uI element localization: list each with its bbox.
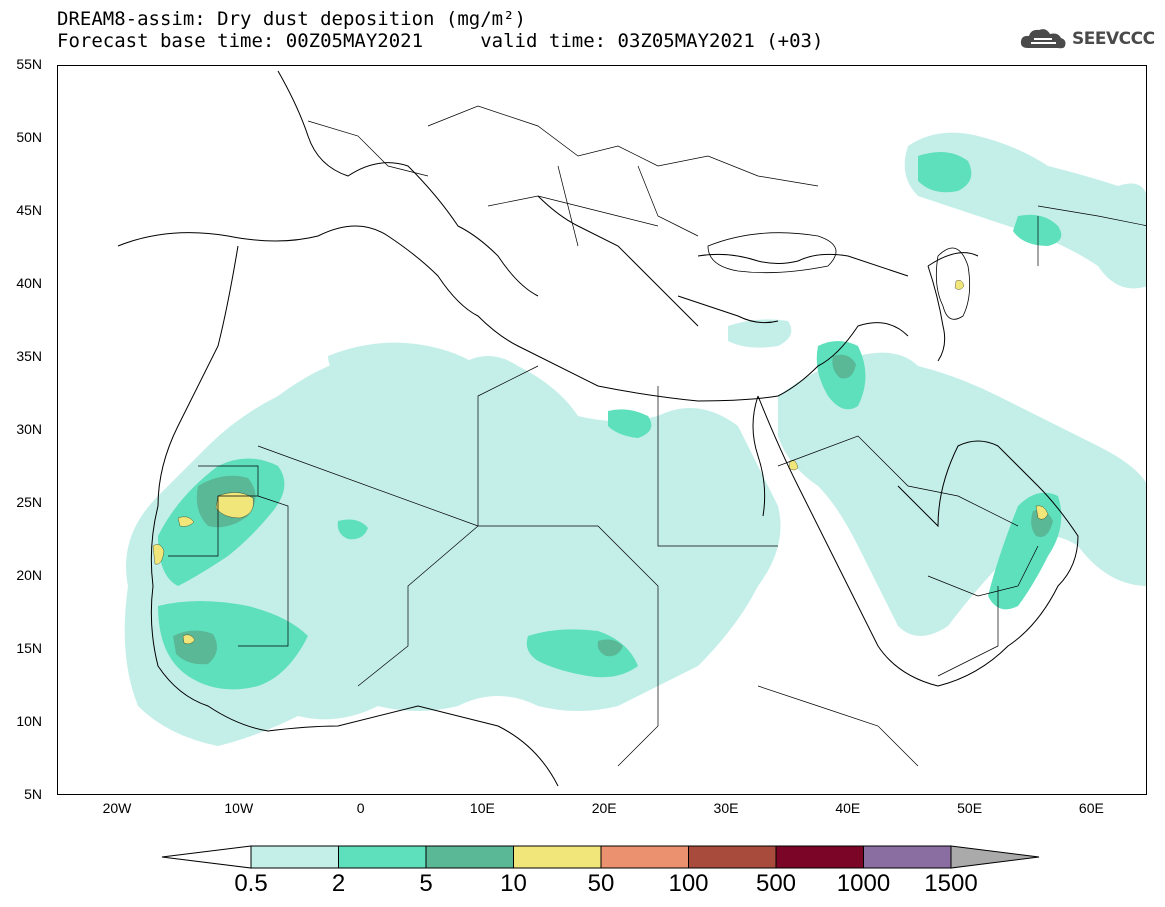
coastlines xyxy=(117,70,1079,787)
lon-label: 20W xyxy=(102,800,132,816)
colorbar-label: 5 xyxy=(419,870,433,897)
lon-label: 0 xyxy=(356,800,365,816)
cloud-icon xyxy=(1020,29,1066,49)
lat-label: 20N xyxy=(16,567,42,583)
lat-label: 5N xyxy=(24,786,42,802)
lon-label: 60E xyxy=(1078,800,1104,816)
colorbar-label: 1000 xyxy=(836,870,891,897)
map-title: DREAM8-assim: Dry dust deposition (mg/m²… xyxy=(57,8,823,52)
colorbar-swatch xyxy=(775,845,864,869)
seevccc-logo: SEEVCCC xyxy=(1018,26,1155,52)
colorbar-swatch xyxy=(338,845,427,869)
colorbar-label: 1500 xyxy=(924,870,978,897)
black-sea xyxy=(707,232,837,274)
colorbar-high-arrow xyxy=(950,845,1040,869)
colorbar-label: 500 xyxy=(755,870,797,897)
colorbar-low-arrow xyxy=(161,845,252,869)
colorbar-swatch xyxy=(863,845,952,869)
lon-label: 10E xyxy=(469,800,495,816)
colorbar-swatch xyxy=(250,845,339,869)
country-borders xyxy=(168,105,1146,767)
title-line-1: DREAM8-assim: Dry dust deposition (mg/m²… xyxy=(57,8,526,30)
map-panel xyxy=(57,65,1147,795)
colorbar-swatch xyxy=(688,845,777,869)
lat-label: 25N xyxy=(16,494,42,510)
colorbar-swatch xyxy=(425,845,514,869)
lat-label: 35N xyxy=(16,348,42,364)
colorbar xyxy=(161,845,1040,869)
colorbar-label: 100 xyxy=(668,870,709,897)
colorbar-label: 50 xyxy=(587,870,615,897)
lat-label: 50N xyxy=(16,129,42,145)
colorbar-swatch xyxy=(513,845,602,869)
logo-text: SEEVCCC xyxy=(1072,29,1155,49)
deposition-band-10-50 xyxy=(152,280,1049,645)
lat-label: 30N xyxy=(16,421,42,437)
lat-label: 15N xyxy=(16,640,42,656)
lat-label: 55N xyxy=(16,56,42,72)
lat-label: 45N xyxy=(16,202,42,218)
lon-label: 40E xyxy=(835,800,861,816)
lon-label: 30E xyxy=(713,800,739,816)
lon-label: 20E xyxy=(591,800,617,816)
title-line-2: Forecast base time: 00Z05MAY2021 valid t… xyxy=(57,30,824,52)
dust-deposition-map xyxy=(117,70,1146,787)
colorbar-swatch xyxy=(600,845,689,869)
lon-label: 50E xyxy=(957,800,983,816)
colorbar-label: 0.5 xyxy=(234,870,268,897)
colorbar-label: 2 xyxy=(331,870,346,897)
caspian-sea xyxy=(935,247,971,320)
lon-label: 10W xyxy=(224,800,254,816)
colorbar-label: 10 xyxy=(500,870,527,897)
lat-label: 40N xyxy=(16,275,42,291)
lat-label: 10N xyxy=(16,713,42,729)
